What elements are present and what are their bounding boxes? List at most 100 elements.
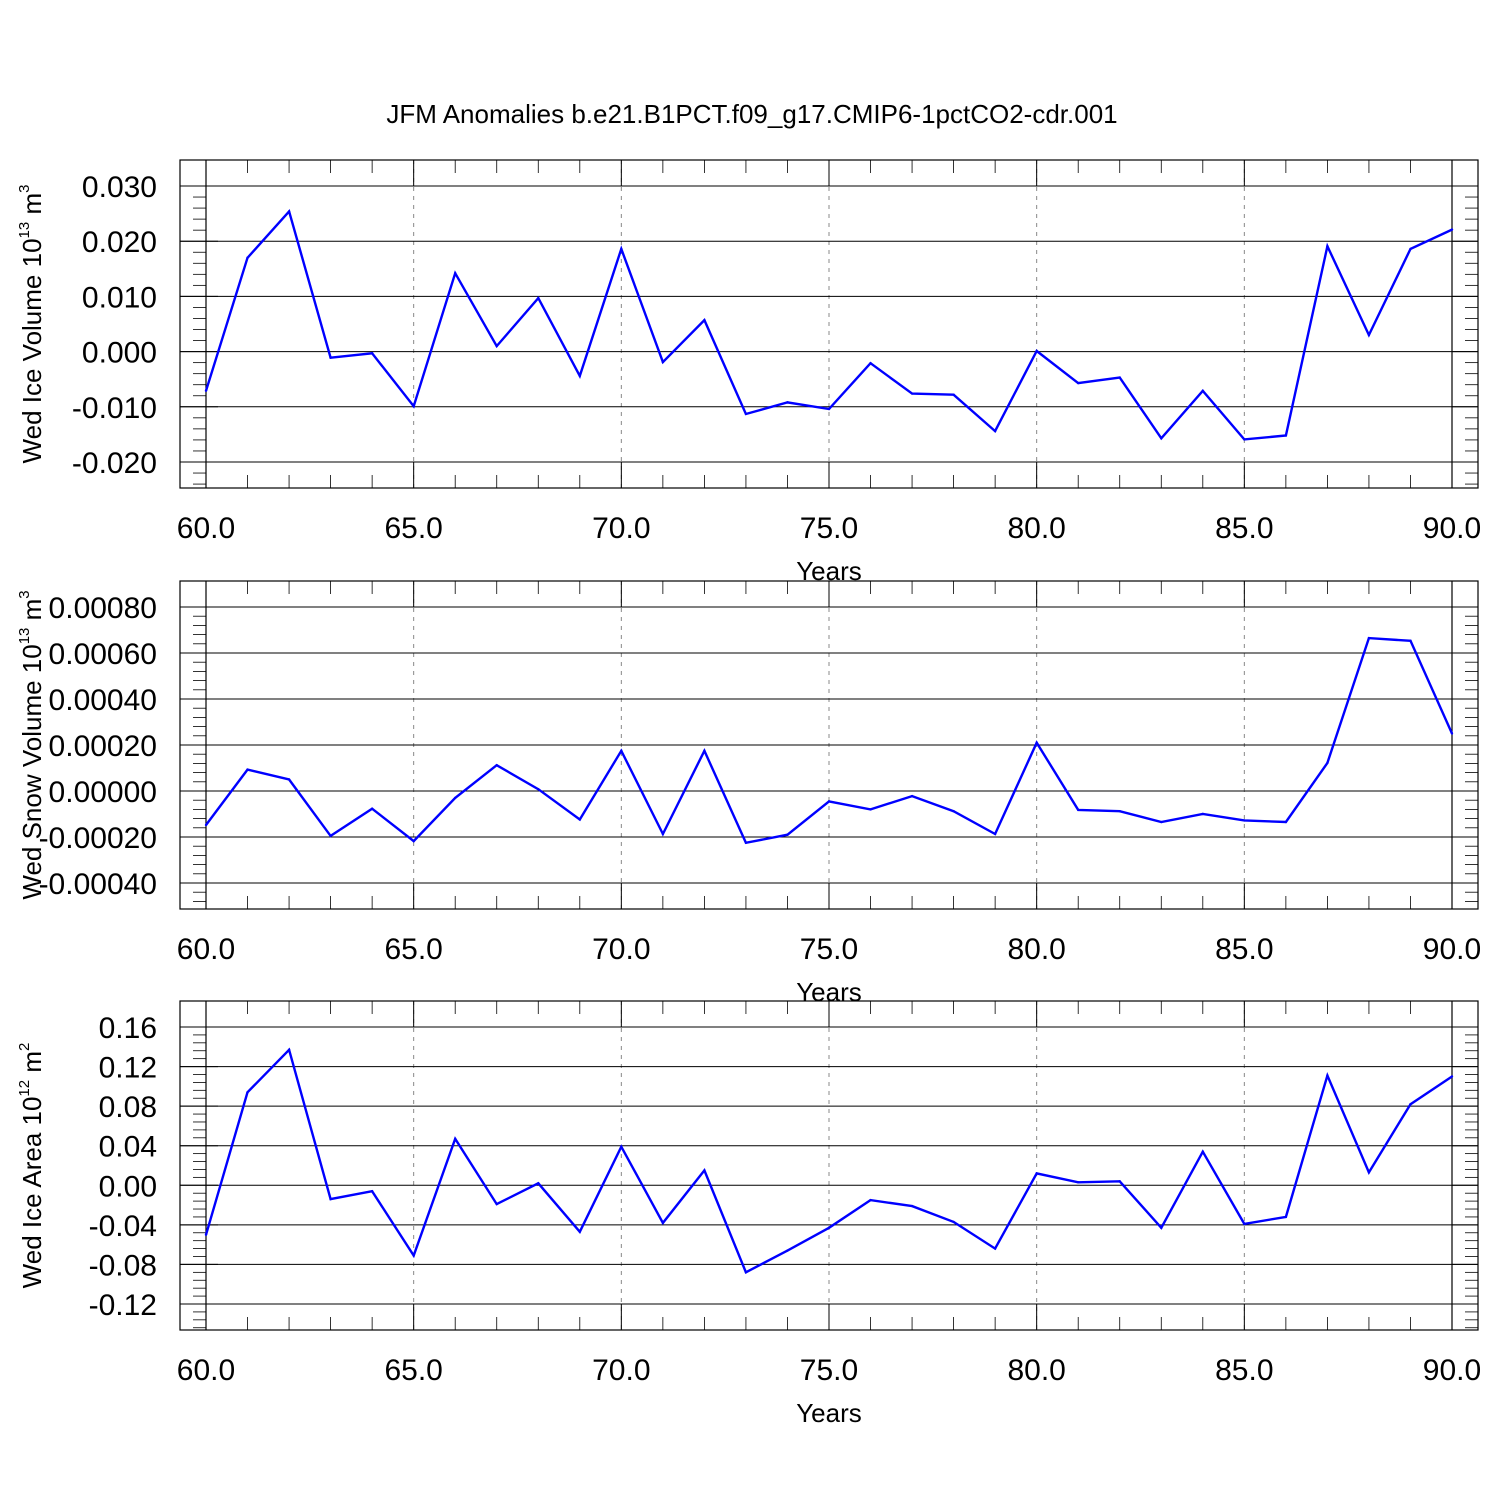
data-point (204, 1233, 208, 1236)
y-tick-label: 0.00020 (49, 730, 157, 763)
data-point (1118, 1180, 1121, 1183)
data-point (537, 1182, 540, 1185)
data-point (869, 361, 872, 365)
data-point (1201, 389, 1205, 392)
x-tick-label: 75.0 (800, 933, 858, 966)
data-point (1326, 1074, 1329, 1077)
data-point (993, 832, 997, 836)
data-point (329, 834, 332, 838)
chart-title: JFM Anomalies b.e21.B1PCT.f09_g17.CMIP6-… (386, 99, 1117, 129)
data-point (204, 389, 208, 392)
x-tick-label: 70.0 (592, 933, 650, 966)
y-tick-label: 0.010 (82, 281, 157, 314)
data-point (537, 296, 540, 300)
data-point (204, 823, 208, 827)
data-point (1243, 1222, 1246, 1226)
data-point (910, 1204, 914, 1208)
data-point (454, 272, 457, 275)
y-tick-label: 0.000 (82, 337, 157, 370)
data-point (1450, 228, 1454, 231)
data-point (620, 749, 623, 752)
data-point (370, 1190, 374, 1193)
data-point (1284, 1215, 1288, 1219)
data-point (1409, 247, 1412, 251)
x-tick-label: 90.0 (1423, 512, 1481, 545)
data-point (910, 392, 914, 395)
data-point (495, 1202, 498, 1206)
data-point (537, 787, 540, 791)
y-tick-label: -0.010 (72, 392, 157, 425)
data-point (287, 1048, 291, 1051)
x-tick-label: 90.0 (1423, 1354, 1481, 1387)
data-point (246, 768, 249, 771)
x-tick-label: 65.0 (384, 933, 442, 966)
data-point (412, 405, 415, 408)
y-tick-label: 0.00000 (49, 776, 157, 809)
data-point (703, 749, 706, 752)
x-tick-label: 65.0 (384, 1354, 442, 1387)
data-point (246, 256, 249, 259)
data-point (1035, 1172, 1038, 1175)
data-point (827, 800, 831, 803)
x-axis-label: Years (796, 1398, 862, 1428)
y-tick-label: 0.020 (82, 226, 157, 259)
x-tick-label: 80.0 (1007, 512, 1065, 545)
data-point (703, 1169, 706, 1172)
data-point (910, 794, 914, 798)
x-tick-label: 80.0 (1007, 1354, 1065, 1387)
data-point (1409, 639, 1412, 643)
data-point (620, 247, 623, 251)
x-tick-label: 70.0 (592, 1354, 650, 1387)
data-point (454, 1137, 457, 1140)
data-point (1367, 333, 1371, 337)
y-tick-label: -0.12 (89, 1289, 157, 1322)
y-tick-label: 0.08 (99, 1091, 157, 1124)
data-point (786, 1249, 789, 1252)
data-point (1160, 437, 1163, 440)
y-tick-label: 0.12 (99, 1052, 157, 1085)
data-point (786, 401, 789, 404)
data-point (869, 1198, 872, 1202)
data-point (1284, 434, 1288, 437)
data-point (287, 778, 291, 781)
y-tick-label: 0.16 (99, 1012, 157, 1045)
x-tick-label: 75.0 (800, 1354, 858, 1387)
y-axis-label: Wed Ice Area 1012 m2 (16, 1043, 47, 1289)
data-point (827, 1226, 831, 1230)
data-point (744, 1271, 748, 1274)
data-point (744, 841, 748, 844)
data-point (1367, 1171, 1371, 1174)
data-point (412, 1254, 415, 1257)
chart-panel-1: -0.020 -0.010 0.000 0.010 0.020 0.030 60.0 65.0… (16, 159, 1481, 586)
data-point (993, 429, 997, 433)
data-point (1326, 761, 1329, 765)
data-point (661, 360, 665, 364)
data-point (1326, 244, 1329, 248)
data-point (1201, 1150, 1205, 1153)
y-tick-label: 0.00060 (49, 638, 157, 671)
data-point (744, 412, 748, 416)
data-point (661, 1221, 665, 1225)
x-tick-label: 75.0 (800, 512, 858, 545)
data-point (1035, 349, 1038, 353)
data-point (287, 210, 291, 213)
data-point (952, 810, 955, 813)
x-tick-label: 60.0 (177, 1354, 235, 1387)
y-tick-label: -0.04 (89, 1210, 157, 1243)
chart-panel-2: -0.00040 -0.00020 0.00000 0.00020 0.00040 0.0… (16, 580, 1481, 1007)
y-tick-label: -0.08 (89, 1249, 157, 1282)
data-point (1243, 438, 1246, 441)
data-point (1201, 812, 1205, 816)
data-point (329, 1197, 332, 1201)
y-tick-label: -0.020 (72, 447, 157, 480)
data-point (869, 808, 872, 811)
y-axis-label: Wed Ice Volume 1013 m3 (16, 185, 47, 464)
x-tick-label: 60.0 (177, 933, 235, 966)
x-tick-label: 60.0 (177, 512, 235, 545)
data-point (786, 833, 789, 836)
x-tick-label: 65.0 (384, 512, 442, 545)
y-tick-label: -0.00040 (39, 868, 157, 901)
y-tick-label: 0.00080 (49, 592, 157, 625)
data-point (1077, 381, 1080, 385)
data-point (952, 393, 955, 396)
